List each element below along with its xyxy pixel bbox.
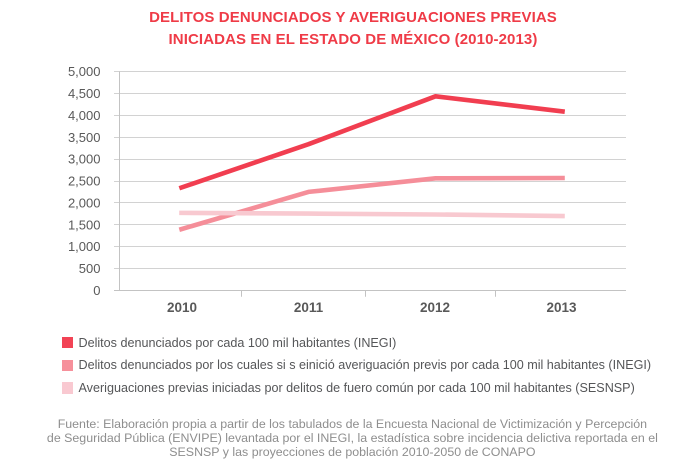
svg-text:1,000: 1,000	[68, 239, 101, 254]
svg-text:4,000: 4,000	[68, 108, 101, 123]
svg-text:3,000: 3,000	[68, 152, 101, 167]
svg-text:500: 500	[79, 261, 101, 276]
svg-text:2,000: 2,000	[68, 195, 101, 210]
svg-text:3,500: 3,500	[68, 130, 101, 145]
svg-text:2013: 2013	[546, 300, 577, 315]
svg-text:0: 0	[93, 283, 100, 298]
svg-text:2010: 2010	[167, 300, 197, 315]
svg-text:5,000: 5,000	[68, 64, 101, 79]
svg-text:1,500: 1,500	[68, 217, 101, 232]
svg-text:4,500: 4,500	[68, 86, 101, 101]
svg-text:2011: 2011	[294, 300, 324, 315]
svg-text:2,500: 2,500	[68, 174, 101, 189]
svg-text:2012: 2012	[420, 300, 450, 315]
